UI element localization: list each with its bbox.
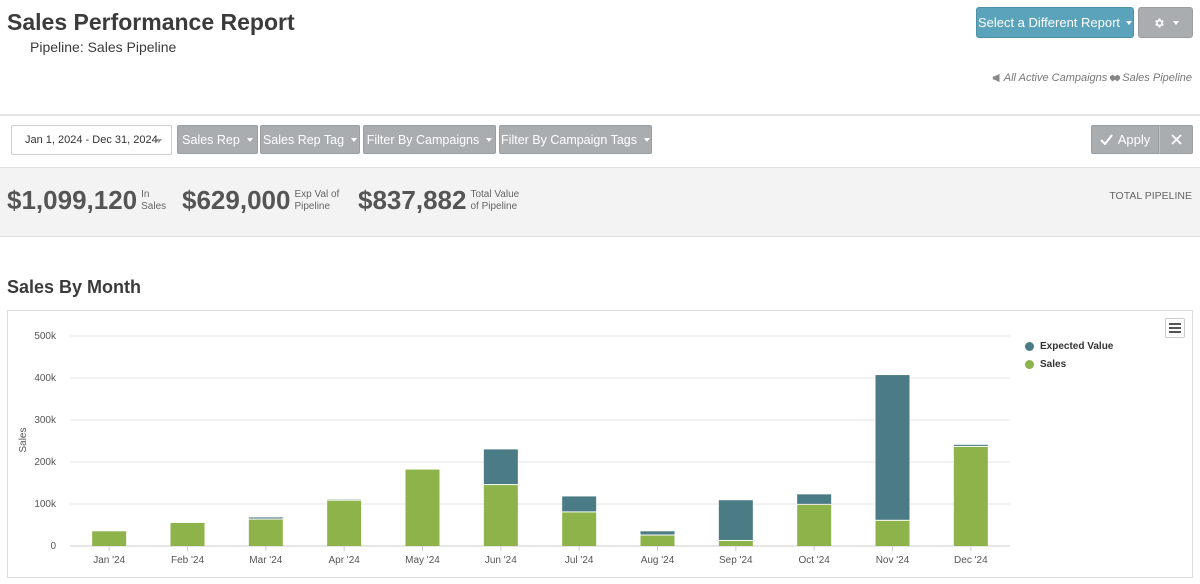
- legend-dot-icon: [1025, 341, 1034, 351]
- clear-filters-button[interactable]: [1159, 125, 1193, 154]
- page-title: Sales Performance Report: [7, 9, 295, 35]
- bar-sales: [248, 519, 283, 546]
- stats-summary: $1,099,120 In Sales $629,000 Exp Val of …: [0, 167, 1200, 237]
- bar-sales: [483, 485, 518, 546]
- bar-sales: [327, 500, 362, 546]
- y-tick-label: 200k: [34, 457, 57, 468]
- legend-item-expected[interactable]: Expected Value: [1025, 337, 1113, 355]
- close-icon: [1170, 134, 1182, 145]
- bar-sales: [875, 520, 910, 546]
- bar-sales: [640, 535, 675, 546]
- breadcrumb-pipeline[interactable]: Sales Pipeline: [1110, 72, 1192, 84]
- date-range-value: Jan 1, 2024 - Dec 31, 2024: [25, 134, 158, 146]
- stat-total: $837,882 Total Value of Pipeline: [358, 185, 519, 216]
- bar-expected-value: [718, 500, 753, 540]
- stat-sales-value: $1,099,120: [7, 185, 138, 215]
- gear-icon: [1154, 18, 1164, 27]
- x-tick-label: Sep '24: [719, 555, 753, 566]
- bar-sales: [405, 469, 440, 546]
- bar-expected-value: [953, 444, 988, 446]
- stat-sales: $1,099,120 In Sales: [7, 185, 166, 216]
- chart-legend: Expected Value Sales: [1025, 337, 1113, 373]
- x-tick-label: Jul '24: [565, 555, 594, 566]
- x-tick-label: Apr '24: [328, 555, 360, 566]
- handshake-icon: [1110, 74, 1121, 82]
- bar-sales: [953, 446, 988, 546]
- chevron-down-icon: [1126, 20, 1133, 25]
- bar-expected-value: [562, 496, 597, 512]
- x-tick-label: Aug '24: [641, 555, 675, 566]
- breadcrumb-campaigns[interactable]: All Active Campaigns: [992, 72, 1107, 84]
- y-tick-label: 100k: [34, 499, 57, 510]
- checkmark-icon: [1100, 134, 1113, 145]
- legend-item-sales[interactable]: Sales: [1025, 355, 1113, 373]
- settings-dropdown-button[interactable]: [1138, 7, 1193, 38]
- chart-container: [7, 310, 1193, 578]
- stat-expected: $629,000 Exp Val of Pipeline: [182, 185, 339, 216]
- y-axis-label: Sales: [18, 427, 29, 452]
- chart-menu-button[interactable]: [1165, 318, 1185, 338]
- y-tick-label: 400k: [34, 373, 57, 384]
- section-title: Sales By Month: [7, 277, 142, 297]
- chevron-down-icon: [486, 137, 493, 142]
- x-tick-label: Jun '24: [485, 555, 517, 566]
- bar-sales: [170, 522, 205, 546]
- bar-expected-value: [483, 449, 518, 485]
- bar-expected-value: [797, 494, 832, 504]
- breadcrumb: All Active Campaigns Sales Pipeline: [992, 72, 1192, 84]
- x-tick-label: May '24: [405, 555, 440, 566]
- y-tick-label: 500k: [34, 331, 57, 342]
- bar-sales: [718, 540, 753, 546]
- campaign-tags-filter[interactable]: Filter By Campaign Tags: [499, 125, 652, 154]
- stat-total-label: Total Value of Pipeline: [470, 188, 520, 212]
- stat-sales-label: In Sales: [141, 188, 167, 212]
- bar-expected-value: [248, 517, 283, 519]
- total-pipeline-label: TOTAL PIPELINE: [1109, 190, 1192, 202]
- chevron-down-icon: [1172, 20, 1179, 25]
- bar-expected-value: [640, 531, 675, 535]
- select-report-label: Select a Different Report: [977, 15, 1121, 30]
- x-tick-label: Oct '24: [798, 555, 830, 566]
- stat-expected-value: $629,000: [182, 185, 291, 215]
- x-tick-label: Jan '24: [93, 555, 125, 566]
- x-tick-label: Feb '24: [171, 555, 204, 566]
- sales-rep-tag-filter[interactable]: Sales Rep Tag: [260, 125, 360, 154]
- megaphone-icon: [992, 73, 1000, 83]
- hamburger-icon: [1169, 323, 1181, 325]
- chevron-down-icon: [351, 137, 358, 142]
- x-tick-label: Nov '24: [876, 555, 910, 566]
- campaigns-filter[interactable]: Filter By Campaigns: [363, 125, 496, 154]
- y-tick-label: 0: [50, 541, 56, 552]
- header-divider: [0, 114, 1200, 116]
- y-tick-label: 300k: [34, 415, 57, 426]
- chevron-down-icon: [156, 139, 162, 143]
- bar-sales: [92, 531, 127, 546]
- sales-rep-filter[interactable]: Sales Rep: [177, 125, 258, 154]
- bar-expected-value: [875, 375, 910, 520]
- bar-sales: [797, 504, 832, 546]
- chevron-down-icon: [643, 137, 650, 142]
- x-tick-label: Dec '24: [954, 555, 988, 566]
- date-range-picker[interactable]: Jan 1, 2024 - Dec 31, 2024: [11, 125, 172, 155]
- select-report-button[interactable]: Select a Different Report: [976, 7, 1134, 38]
- pipeline-subtitle: Pipeline: Sales Pipeline: [30, 39, 177, 55]
- stat-expected-label: Exp Val of Pipeline: [294, 188, 340, 212]
- bar-sales: [562, 512, 597, 546]
- x-tick-label: Mar '24: [249, 555, 282, 566]
- legend-dot-icon: [1025, 359, 1034, 369]
- chevron-down-icon: [246, 137, 253, 142]
- apply-button[interactable]: Apply: [1091, 125, 1159, 154]
- stat-total-value: $837,882: [358, 185, 467, 215]
